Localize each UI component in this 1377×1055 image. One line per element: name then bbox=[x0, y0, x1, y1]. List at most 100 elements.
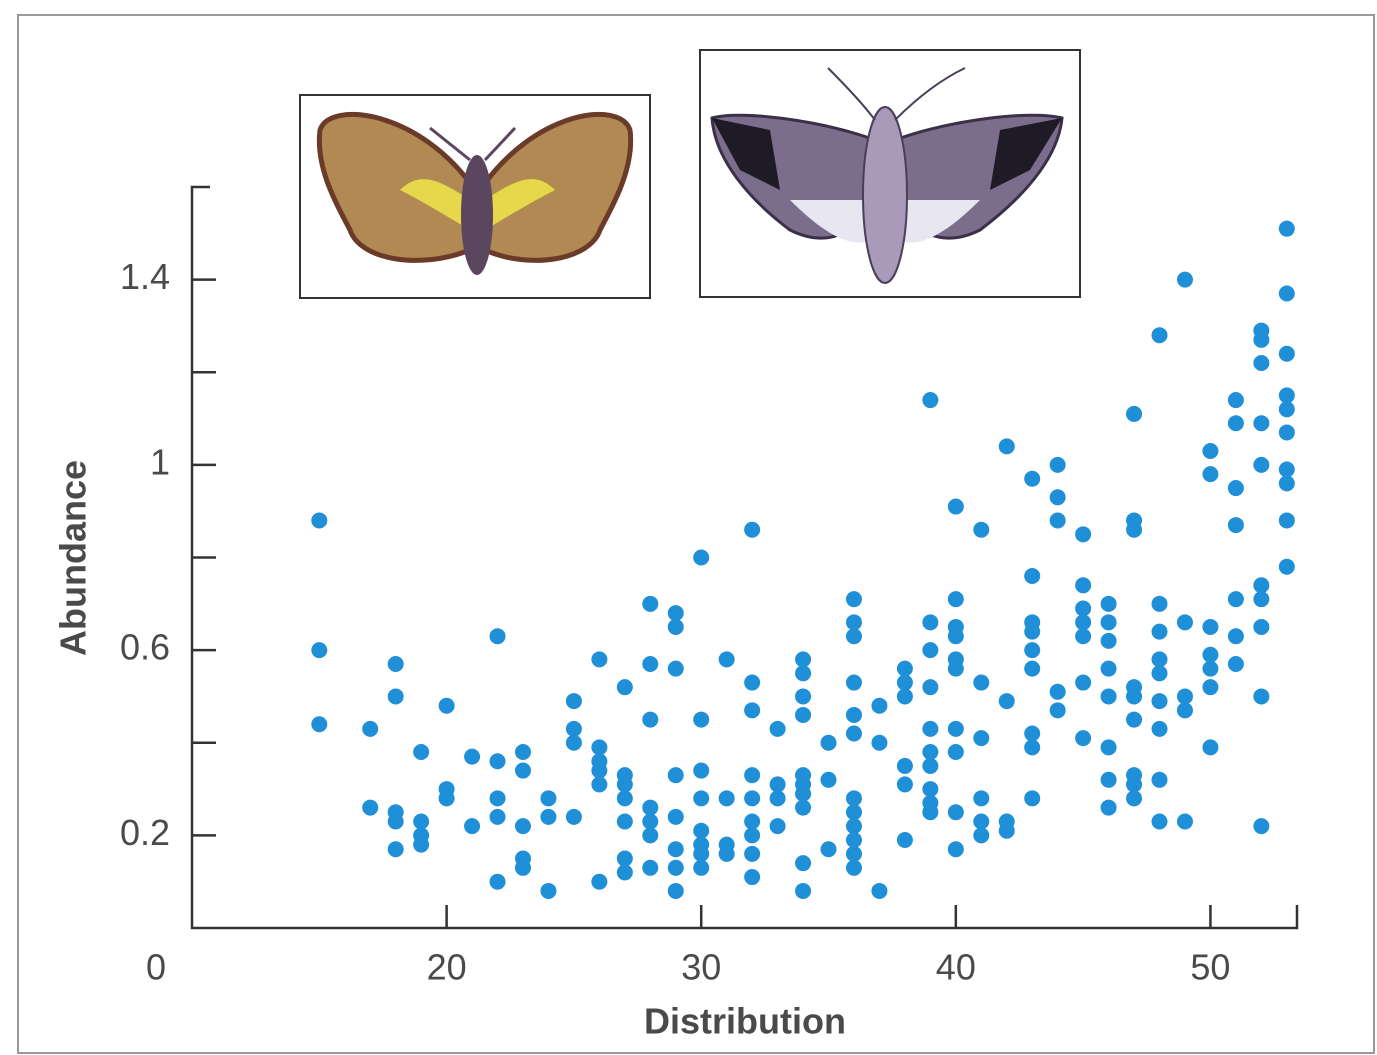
point bbox=[667, 660, 684, 677]
point bbox=[795, 882, 812, 899]
point bbox=[922, 642, 939, 659]
point bbox=[565, 734, 582, 751]
point bbox=[642, 711, 659, 728]
point bbox=[1278, 424, 1295, 441]
point bbox=[591, 873, 608, 890]
point bbox=[616, 776, 633, 793]
point bbox=[973, 813, 990, 830]
point bbox=[896, 757, 913, 774]
point bbox=[998, 822, 1015, 839]
point bbox=[1253, 456, 1270, 473]
point bbox=[1227, 480, 1244, 497]
point bbox=[744, 827, 761, 844]
point bbox=[718, 651, 735, 668]
point bbox=[514, 744, 531, 761]
point bbox=[896, 832, 913, 849]
point bbox=[1024, 642, 1041, 659]
point bbox=[514, 762, 531, 779]
point bbox=[998, 693, 1015, 710]
point bbox=[1253, 591, 1270, 608]
frame bbox=[17, 14, 1375, 1054]
point bbox=[1024, 568, 1041, 585]
x-tick-label: 0 bbox=[146, 947, 166, 988]
point bbox=[667, 767, 684, 784]
point bbox=[922, 614, 939, 631]
point bbox=[1075, 600, 1092, 617]
point bbox=[438, 697, 455, 714]
point bbox=[1126, 521, 1143, 538]
point bbox=[795, 688, 812, 705]
point bbox=[1126, 776, 1143, 793]
point bbox=[998, 438, 1015, 455]
point bbox=[565, 808, 582, 825]
point bbox=[1227, 517, 1244, 534]
point bbox=[896, 688, 913, 705]
point bbox=[565, 720, 582, 737]
point bbox=[871, 734, 888, 751]
point bbox=[387, 656, 404, 673]
point bbox=[311, 512, 328, 529]
point bbox=[845, 859, 862, 876]
point bbox=[1151, 651, 1168, 668]
point bbox=[591, 739, 608, 756]
point bbox=[896, 660, 913, 677]
point bbox=[845, 790, 862, 807]
point bbox=[387, 688, 404, 705]
point bbox=[489, 753, 506, 770]
point bbox=[565, 693, 582, 710]
point bbox=[693, 822, 710, 839]
point bbox=[896, 674, 913, 691]
point bbox=[1126, 405, 1143, 422]
point bbox=[795, 785, 812, 802]
point bbox=[769, 720, 786, 737]
point bbox=[922, 679, 939, 696]
point bbox=[489, 873, 506, 890]
point bbox=[667, 859, 684, 876]
y-axis-title: Abundance bbox=[53, 460, 94, 656]
point bbox=[1075, 577, 1092, 594]
point bbox=[871, 697, 888, 714]
point bbox=[1151, 595, 1168, 612]
point bbox=[642, 859, 659, 876]
point bbox=[947, 591, 964, 608]
point bbox=[387, 841, 404, 858]
point bbox=[1049, 702, 1066, 719]
point bbox=[514, 818, 531, 835]
y-tick-label: 1 bbox=[150, 441, 170, 482]
point bbox=[795, 665, 812, 682]
point bbox=[1024, 623, 1041, 640]
point bbox=[947, 660, 964, 677]
point bbox=[693, 762, 710, 779]
point bbox=[1100, 632, 1117, 649]
point bbox=[1126, 688, 1143, 705]
point bbox=[1100, 771, 1117, 788]
point bbox=[1253, 688, 1270, 705]
y-tick-label: 0.6 bbox=[120, 627, 170, 668]
point bbox=[820, 841, 837, 858]
point bbox=[1278, 285, 1295, 302]
axes bbox=[190, 185, 1299, 930]
point bbox=[1202, 442, 1219, 459]
point bbox=[973, 730, 990, 747]
point bbox=[362, 799, 379, 816]
point bbox=[1126, 790, 1143, 807]
point bbox=[1278, 220, 1295, 237]
point bbox=[1202, 466, 1219, 483]
point bbox=[1278, 461, 1295, 478]
point bbox=[1202, 646, 1219, 663]
point bbox=[1075, 526, 1092, 543]
point bbox=[744, 521, 761, 538]
y-tick-label: 0.2 bbox=[120, 812, 170, 853]
point bbox=[591, 651, 608, 668]
point bbox=[1227, 628, 1244, 645]
point bbox=[1024, 660, 1041, 677]
x-tick-label: 40 bbox=[936, 947, 976, 988]
point bbox=[820, 734, 837, 751]
x-tick-label: 30 bbox=[681, 947, 721, 988]
point bbox=[540, 882, 557, 899]
point bbox=[413, 836, 430, 853]
point bbox=[744, 674, 761, 691]
point bbox=[1253, 618, 1270, 635]
point bbox=[845, 845, 862, 862]
